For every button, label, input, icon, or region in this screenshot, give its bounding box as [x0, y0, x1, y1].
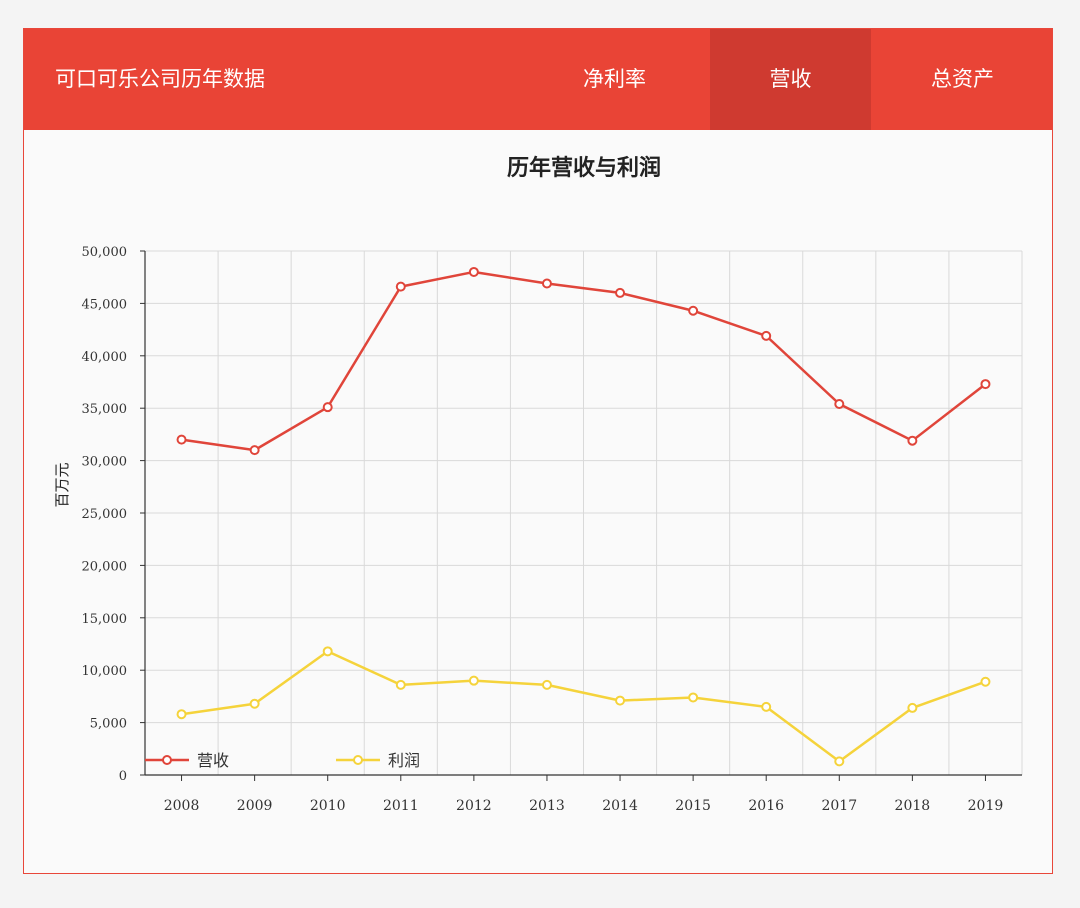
data-point[interactable] [907, 702, 918, 713]
y-tick-label: 45,000 [82, 297, 128, 312]
grid-layer [145, 250, 1023, 775]
data-point[interactable] [541, 679, 552, 690]
data-point[interactable] [980, 676, 991, 687]
app-title: 可口可乐公司历年数据 [55, 67, 265, 91]
data-point[interactable] [176, 709, 187, 720]
tab-total-assets[interactable]: 总资产 [931, 67, 994, 91]
header-bar: 可口可乐公司历年数据 净利率 营收 总资产 [24, 29, 1052, 130]
x-tick-label: 2013 [529, 798, 565, 814]
data-point[interactable] [688, 692, 699, 703]
y-tick-label: 50,000 [82, 245, 128, 260]
chart-title: 历年营收与利润 [507, 155, 661, 181]
y-tick-label: 0 [119, 769, 127, 784]
x-tick-label: 2016 [748, 798, 784, 814]
y-tick-label: 30,000 [82, 455, 128, 470]
data-point[interactable] [322, 646, 333, 657]
data-point[interactable] [907, 435, 918, 446]
data-point[interactable] [176, 434, 187, 445]
data-point[interactable] [834, 399, 845, 410]
data-point[interactable] [322, 402, 333, 413]
series-line-profit [181, 650, 986, 763]
x-tick-label: 2015 [675, 798, 711, 814]
series-layer [176, 266, 991, 767]
y-tick-label: 10,000 [82, 664, 128, 679]
y-axis-label: 百万元 [53, 462, 71, 507]
x-tick-label: 2017 [821, 798, 857, 814]
y-tick-label: 20,000 [82, 559, 128, 574]
data-point[interactable] [468, 266, 479, 277]
x-tick-label: 2011 [383, 798, 419, 814]
legend-marker[interactable] [162, 755, 172, 765]
data-point[interactable] [541, 278, 552, 289]
y-tick-label: 5,000 [90, 717, 127, 732]
y-tick-label: 40,000 [82, 350, 128, 365]
data-point[interactable] [615, 695, 626, 706]
legend-label[interactable]: 营收 [197, 751, 229, 770]
legend-label[interactable]: 利润 [388, 751, 420, 770]
x-tick-label: 2018 [895, 798, 931, 814]
data-point[interactable] [761, 330, 772, 341]
data-point[interactable] [395, 281, 406, 292]
data-point[interactable] [615, 287, 626, 298]
data-point[interactable] [834, 756, 845, 767]
data-point[interactable] [249, 698, 260, 709]
chart-card: 可口可乐公司历年数据 净利率 营收 总资产 历年营收与利润 百万元 0 5,000… [23, 28, 1053, 874]
tab-revenue[interactable]: 营收 [710, 29, 871, 130]
x-tick-label: 2019 [968, 798, 1004, 814]
tab-net-margin[interactable]: 净利率 [583, 67, 646, 91]
data-point[interactable] [249, 445, 260, 456]
data-point[interactable] [688, 305, 699, 316]
y-tick-label: 15,000 [82, 612, 128, 627]
data-point[interactable] [980, 379, 991, 390]
data-point[interactable] [468, 675, 479, 686]
legend[interactable]: 营收 利润 [145, 751, 420, 770]
data-point[interactable] [395, 679, 406, 690]
data-point[interactable] [761, 701, 772, 712]
series-line-revenue [181, 270, 987, 452]
y-tick-label: 25,000 [82, 507, 128, 522]
x-tick-label: 2014 [602, 798, 638, 814]
x-tick-label: 2010 [310, 798, 346, 814]
y-tick-label: 35,000 [82, 402, 128, 417]
axis-layer: 0 5,000 10,000 15,000 20,000 25,000 30,000 35,0… [82, 245, 1022, 814]
x-tick-label: 2012 [456, 798, 492, 814]
x-tick-label: 2009 [237, 798, 273, 814]
legend-marker[interactable] [353, 755, 363, 765]
x-tick-label: 2008 [164, 798, 200, 814]
chart: 历年营收与利润 百万元 0 5,000 10,000 15,000 20,000 25,0… [53, 155, 1023, 814]
